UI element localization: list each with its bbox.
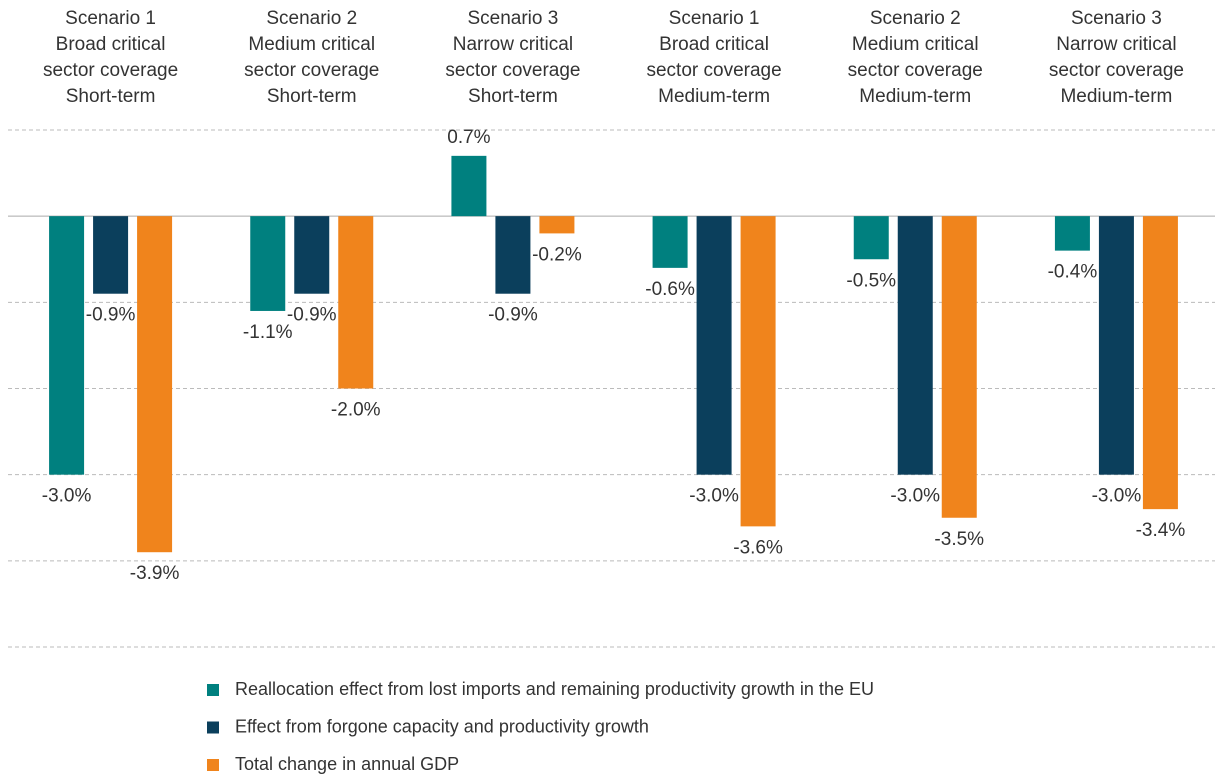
legend-swatch xyxy=(207,759,219,771)
value-label: -2.0% xyxy=(331,400,381,421)
bar xyxy=(853,216,889,260)
value-label: -3.0% xyxy=(1092,486,1142,507)
bar xyxy=(495,216,531,294)
bar xyxy=(941,216,977,518)
value-label: -0.5% xyxy=(846,270,896,291)
bar xyxy=(1098,216,1134,475)
category-label: Scenario 2 Medium critical sector covera… xyxy=(244,8,380,107)
bar xyxy=(652,216,688,268)
value-label: -3.6% xyxy=(733,537,783,558)
category-label: Scenario 1 Broad critical sector coverag… xyxy=(42,8,179,107)
value-label: -3.5% xyxy=(934,529,984,550)
value-label: -0.9% xyxy=(488,305,538,326)
value-label: 0.7% xyxy=(447,127,490,148)
bar xyxy=(1054,216,1090,251)
bar xyxy=(137,216,173,553)
value-label: -3.0% xyxy=(890,486,940,507)
bar xyxy=(250,216,286,311)
value-label: -3.0% xyxy=(689,486,739,507)
category-label: Scenario 3 Narrow critical sector covera… xyxy=(445,8,581,107)
value-label: -0.2% xyxy=(532,244,582,265)
bar xyxy=(897,216,933,475)
category-label: Scenario 1 Broad critical sector coverag… xyxy=(646,8,782,107)
legend-swatch xyxy=(207,684,219,696)
bar xyxy=(1142,216,1178,510)
value-label: -3.0% xyxy=(42,486,92,507)
legend-label: Effect from forgone capacity and product… xyxy=(235,716,649,736)
value-label: -0.6% xyxy=(645,279,695,300)
bar xyxy=(49,216,85,475)
category-label: Scenario 3 Narrow critical sector covera… xyxy=(1048,8,1184,107)
legend-label: Total change in annual GDP xyxy=(235,754,459,774)
value-label: -1.1% xyxy=(243,322,293,343)
value-label: -0.9% xyxy=(86,305,136,326)
value-label: -3.9% xyxy=(130,563,180,584)
bar xyxy=(93,216,129,294)
bar xyxy=(539,216,575,234)
value-label: -3.4% xyxy=(1136,520,1186,541)
bar xyxy=(338,216,374,389)
legend-label: Reallocation effect from lost imports an… xyxy=(235,679,874,699)
bar xyxy=(294,216,330,294)
bar xyxy=(740,216,776,527)
value-label: -0.4% xyxy=(1048,262,1098,283)
legend-swatch xyxy=(207,721,219,734)
bar xyxy=(451,155,487,217)
category-label: Scenario 2 Medium critical sector covera… xyxy=(847,8,983,107)
value-label: -0.9% xyxy=(287,305,337,326)
bar xyxy=(696,216,732,475)
